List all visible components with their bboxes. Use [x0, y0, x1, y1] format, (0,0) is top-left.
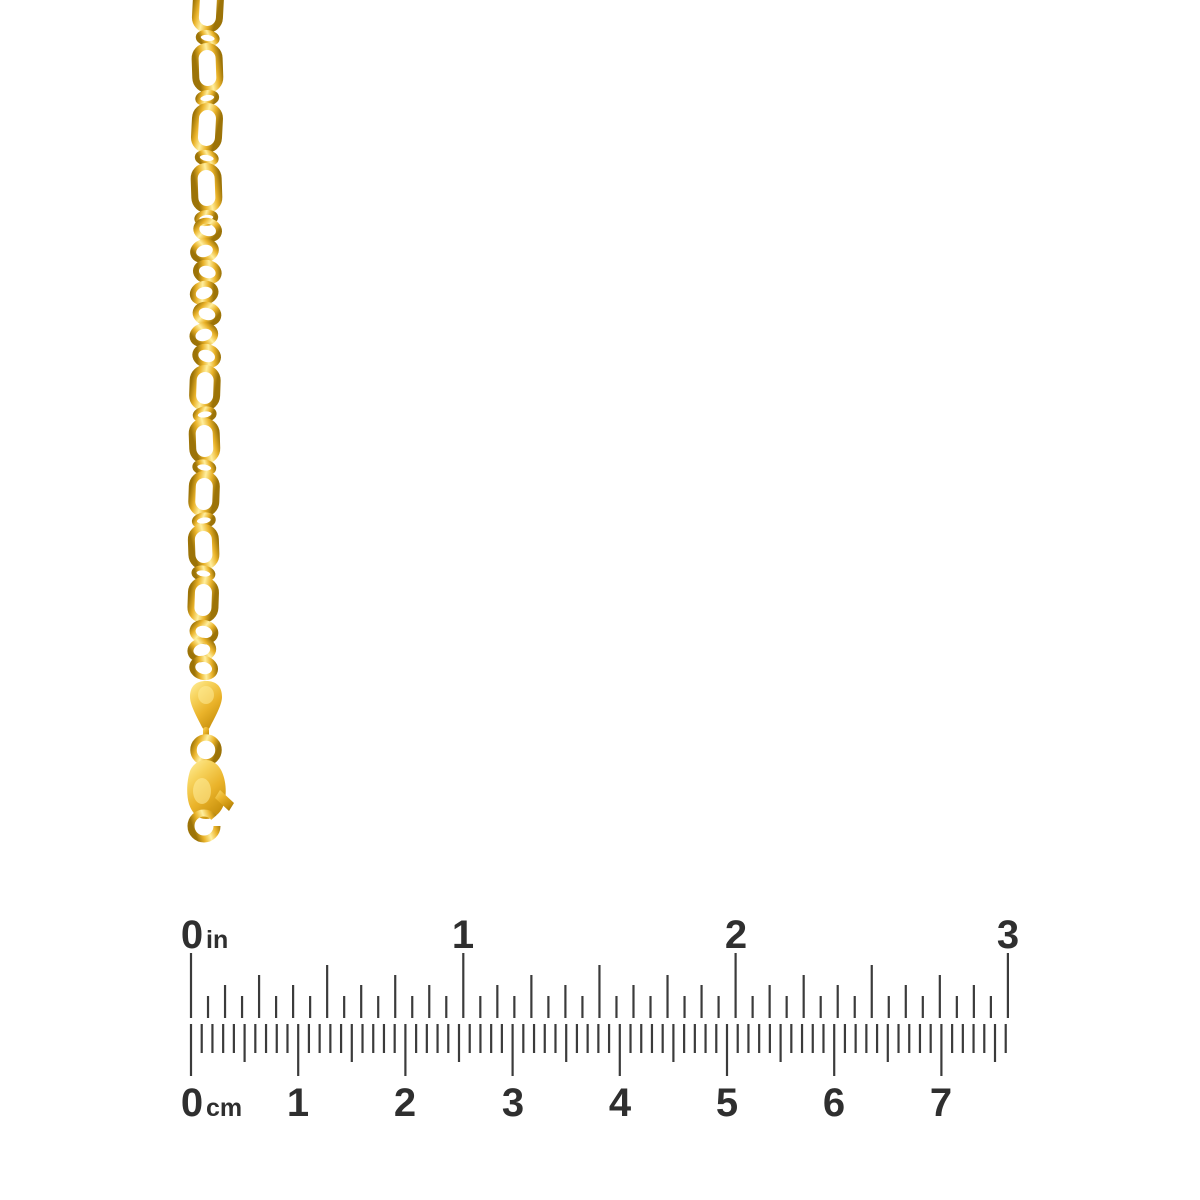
- chain-link-knot: [195, 29, 220, 47]
- inch-label-0: 0: [181, 913, 203, 957]
- tag-highlight: [198, 686, 214, 704]
- inch-label-2: 2: [725, 913, 747, 957]
- cm-label-2: 2: [394, 1081, 416, 1125]
- inch-ruler-ticks: [189, 953, 1010, 1018]
- chain-link-oval: [187, 577, 219, 623]
- chain-link-oval: [188, 418, 221, 464]
- chain-link-curb: [190, 238, 219, 264]
- chain-link-oval: [189, 365, 221, 411]
- chain-link-oval: [191, 0, 224, 33]
- cm-label-4: 4: [609, 1081, 632, 1125]
- chain-link-oval: [190, 103, 223, 153]
- cm-label-5: 5: [716, 1081, 738, 1125]
- inch-label-3: 3: [997, 913, 1019, 957]
- chain-link-curb: [192, 301, 222, 327]
- chain-link-oval: [190, 163, 223, 213]
- chain-link-oval: [188, 471, 220, 517]
- chain-link-knot: [194, 149, 219, 167]
- cm-label-6: 6: [823, 1081, 845, 1125]
- gold-figaro-chain: [187, 0, 224, 681]
- cm-unit-label: cm: [206, 1094, 242, 1122]
- cm-label-0: 0: [181, 1081, 203, 1125]
- chain-link-curb: [189, 280, 219, 306]
- clasp-trigger: [215, 790, 234, 811]
- chain-link-curb: [189, 655, 219, 681]
- teardrop-tag: [190, 681, 222, 730]
- cm-ruler-ticks: [189, 1024, 1007, 1076]
- inch-label-1: 1: [452, 913, 474, 957]
- clasp-assembly: [187, 681, 234, 843]
- ruler-labels: 0 in 1 2 3 0 cm 1 2 3 4 5 6 7: [181, 913, 1019, 1125]
- chain-link-curb: [192, 343, 221, 369]
- chain-link-oval: [187, 524, 220, 570]
- chain-link-curb: [192, 259, 222, 285]
- chain-link-knot: [195, 89, 220, 107]
- cm-label-1: 1: [287, 1081, 309, 1125]
- cm-label-3: 3: [502, 1081, 524, 1125]
- chain-link-curb: [193, 217, 222, 243]
- chain-link-oval: [191, 43, 224, 93]
- clasp-highlight: [193, 778, 211, 804]
- chain-link-curb: [189, 322, 219, 348]
- cm-label-7: 7: [930, 1081, 952, 1125]
- clasp-hook: [187, 809, 221, 843]
- jump-ring: [190, 734, 222, 766]
- inch-unit-label: in: [206, 926, 228, 954]
